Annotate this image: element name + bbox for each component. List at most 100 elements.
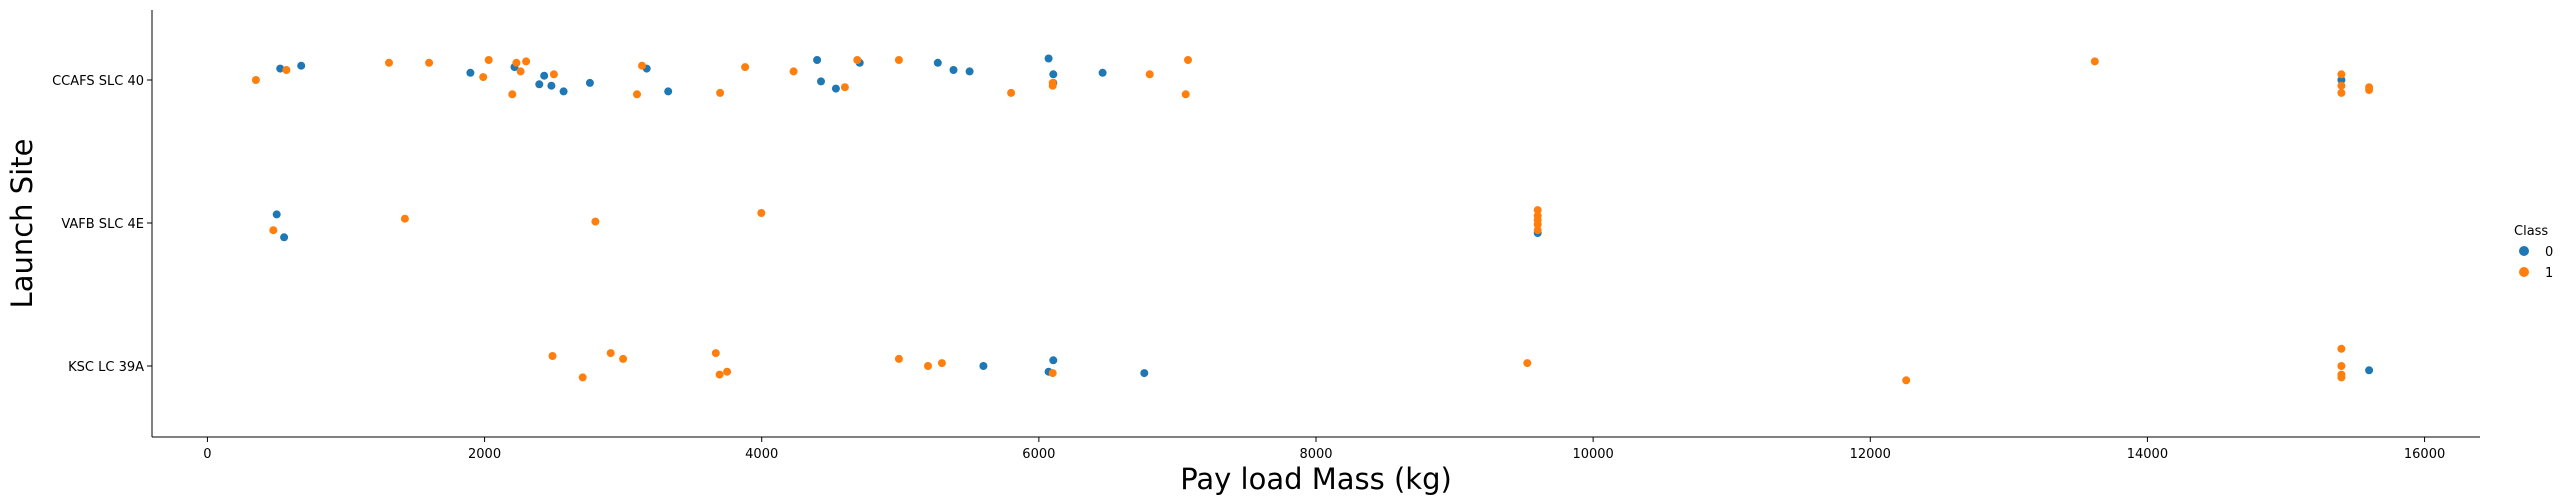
x-tick-label: 4000 bbox=[745, 447, 778, 462]
data-point-class-1 bbox=[1533, 206, 1542, 215]
data-point-class-1 bbox=[1181, 90, 1190, 99]
data-point-class-0 bbox=[535, 80, 544, 89]
data-point-class-0 bbox=[933, 58, 942, 67]
data-point-class-1 bbox=[2337, 362, 2346, 370]
y-tick-label: KSC LC 39A bbox=[68, 360, 144, 375]
data-point-class-1 bbox=[633, 90, 641, 99]
legend-label-class-0: 0 bbox=[2545, 245, 2553, 260]
data-point-class-0 bbox=[297, 61, 306, 70]
data-point-class-1 bbox=[2337, 373, 2346, 382]
x-tick-label: 16000 bbox=[2404, 447, 2445, 462]
data-point-class-0 bbox=[272, 210, 281, 219]
data-point-class-0 bbox=[817, 77, 825, 86]
data-point-class-1 bbox=[2337, 70, 2346, 79]
data-point-class-1 bbox=[2365, 86, 2374, 94]
data-point-class-0 bbox=[540, 71, 549, 80]
data-point-class-1 bbox=[606, 349, 615, 358]
data-point-class-1 bbox=[2337, 81, 2346, 90]
x-tick-label: 8000 bbox=[1299, 447, 1332, 462]
data-point-class-1 bbox=[1533, 220, 1542, 229]
x-tick-label: 14000 bbox=[2127, 447, 2168, 462]
data-point-class-1 bbox=[619, 354, 628, 363]
x-tick-label: 2000 bbox=[468, 447, 501, 462]
data-point-class-1 bbox=[789, 67, 798, 76]
data-point-class-0 bbox=[1140, 369, 1149, 378]
data-point-class-1 bbox=[578, 373, 587, 382]
data-point-class-1 bbox=[1048, 369, 1057, 378]
data-points bbox=[251, 54, 2374, 385]
plot-axes bbox=[151, 10, 2480, 438]
data-point-class-0 bbox=[585, 78, 594, 87]
data-point-class-0 bbox=[831, 84, 840, 93]
x-tick-label: 10000 bbox=[1572, 447, 1613, 462]
data-point-class-0 bbox=[280, 233, 289, 242]
legend-label-class-1: 1 bbox=[2545, 266, 2553, 281]
data-point-class-0 bbox=[979, 362, 988, 370]
data-point-class-1 bbox=[385, 58, 393, 67]
data-point-class-0 bbox=[466, 68, 475, 77]
legend-title: Class bbox=[2514, 224, 2548, 239]
legend-entries: 01 bbox=[2519, 245, 2553, 281]
data-point-class-1 bbox=[716, 88, 725, 97]
data-point-class-0 bbox=[1044, 54, 1053, 63]
data-point-class-0 bbox=[547, 81, 556, 90]
data-point-class-1 bbox=[638, 61, 646, 70]
data-point-class-0 bbox=[2365, 366, 2374, 375]
data-point-class-1 bbox=[757, 209, 766, 217]
data-point-class-1 bbox=[282, 66, 291, 74]
data-point-class-0 bbox=[813, 56, 822, 64]
data-point-class-1 bbox=[894, 354, 903, 363]
data-point-class-1 bbox=[1048, 78, 1057, 87]
x-ticks: 0 2000 4000 6000 8000 10000 12000 14000 16000 bbox=[203, 437, 2445, 462]
data-point-class-1 bbox=[400, 214, 409, 223]
data-point-class-1 bbox=[548, 352, 557, 360]
data-point-class-1 bbox=[251, 76, 260, 84]
data-point-class-1 bbox=[715, 370, 724, 379]
data-point-class-1 bbox=[2090, 57, 2099, 66]
data-point-class-1 bbox=[522, 57, 531, 66]
data-point-class-0 bbox=[965, 67, 974, 76]
data-point-class-0 bbox=[276, 64, 285, 73]
data-point-class-1 bbox=[591, 217, 600, 226]
legend: Class 01 bbox=[2514, 224, 2553, 281]
data-point-class-1 bbox=[741, 63, 750, 72]
data-point-class-1 bbox=[1145, 70, 1154, 79]
data-point-class-1 bbox=[549, 70, 558, 79]
legend-marker-class-0 bbox=[2519, 246, 2529, 256]
data-point-class-0 bbox=[949, 66, 958, 74]
data-point-class-1 bbox=[723, 367, 732, 376]
data-point-class-1 bbox=[425, 58, 434, 67]
data-point-class-1 bbox=[1007, 88, 1016, 97]
data-point-class-1 bbox=[853, 56, 862, 64]
data-point-class-1 bbox=[512, 58, 521, 67]
data-point-class-0 bbox=[2337, 76, 2346, 84]
data-point-class-0 bbox=[1049, 70, 1058, 79]
data-point-class-1 bbox=[269, 226, 278, 235]
data-point-class-1 bbox=[840, 83, 849, 92]
y-ticks: CCAFS SLC 40 VAFB SLC 4E KSC LC 39A bbox=[52, 74, 152, 375]
data-point-class-1 bbox=[924, 362, 932, 370]
data-point-class-1 bbox=[516, 67, 525, 76]
x-tick-label: 6000 bbox=[1022, 447, 1055, 462]
data-point-class-1 bbox=[2337, 88, 2346, 97]
data-point-class-0 bbox=[1049, 356, 1058, 365]
data-point-class-0 bbox=[1098, 68, 1107, 77]
data-point-class-1 bbox=[1184, 56, 1192, 64]
y-tick-label: CCAFS SLC 40 bbox=[52, 74, 144, 89]
data-point-class-0 bbox=[664, 87, 673, 96]
data-point-class-1 bbox=[2337, 344, 2346, 353]
data-point-class-0 bbox=[559, 87, 568, 96]
data-point-class-1 bbox=[1533, 226, 1542, 235]
y-axis-title: Launch Site bbox=[5, 139, 39, 309]
x-tick-label: 0 bbox=[203, 447, 211, 462]
x-axis-title: Pay load Mass (kg) bbox=[1180, 462, 1452, 496]
data-point-class-1 bbox=[1902, 376, 1911, 385]
data-point-class-1 bbox=[937, 359, 946, 368]
data-point-class-1 bbox=[1523, 359, 1532, 368]
data-point-class-1 bbox=[484, 56, 493, 64]
data-point-class-1 bbox=[894, 56, 903, 64]
legend-marker-class-1 bbox=[2519, 267, 2529, 277]
x-tick-label: 12000 bbox=[1850, 447, 1891, 462]
data-point-class-1 bbox=[711, 349, 720, 358]
